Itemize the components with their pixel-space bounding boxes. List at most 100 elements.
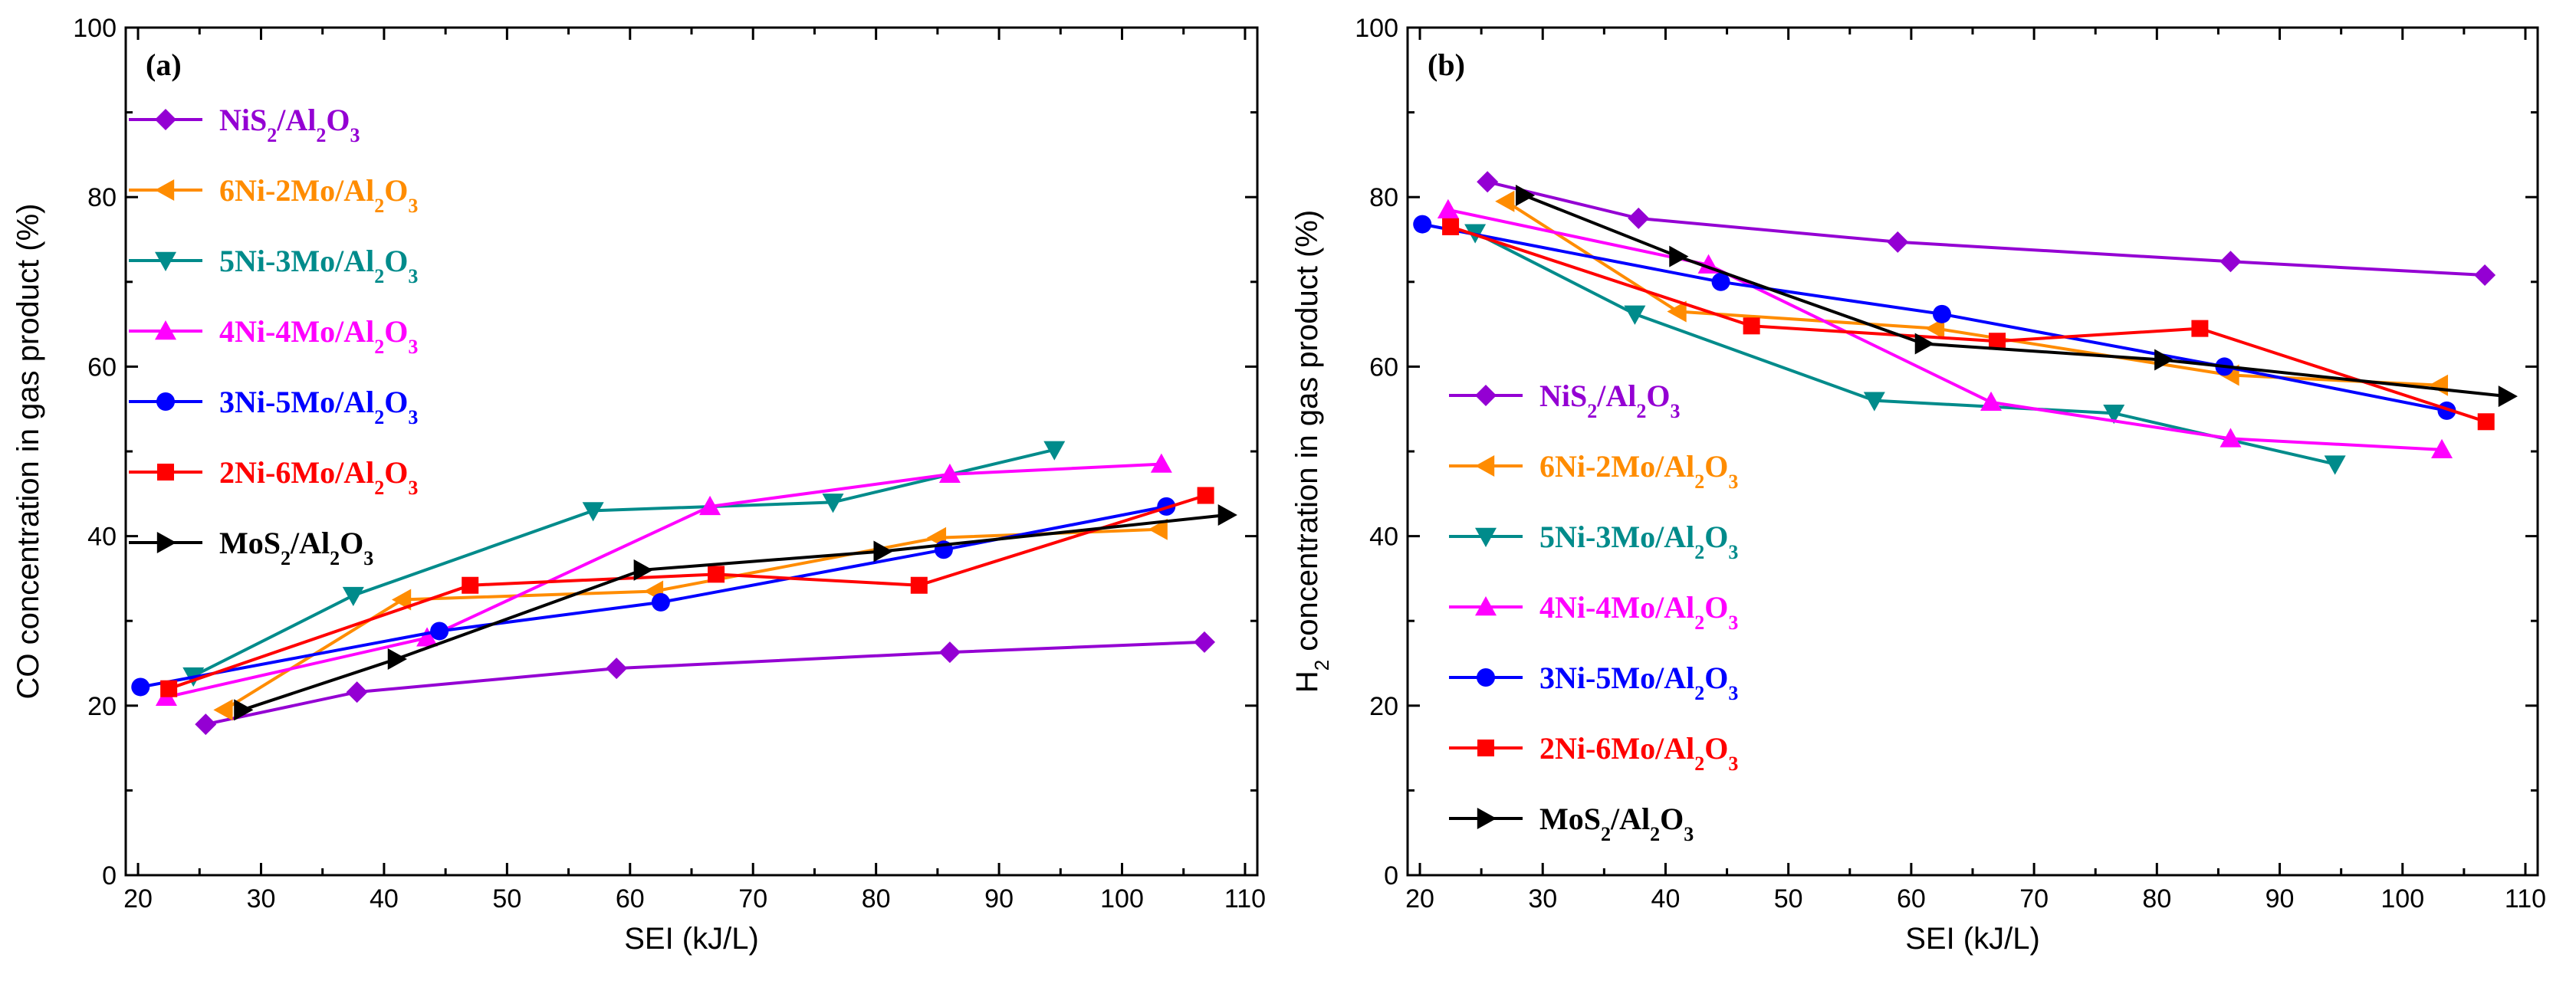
legend: NiS2/Al2O3 6Ni-2Mo/Al2O3 5Ni-3Mo/Al2O3 4Ni-… (129, 103, 418, 569)
y-tick-label: 100 (1355, 14, 1398, 43)
data-point-ni2mo6 (708, 566, 725, 583)
data-point-ni6mo2 (2428, 374, 2449, 396)
data-point-mos2 (2498, 385, 2518, 408)
data-point-ni3mo5 (131, 677, 150, 697)
y-tick-label: 20 (1369, 692, 1398, 721)
data-point-ni2mo6 (1197, 487, 1214, 504)
data-point-nis2 (1887, 231, 1909, 253)
series-ni3mo5 (131, 497, 1176, 697)
legend-label-ni5mo3: 5Ni-3Mo/Al2O3 (219, 244, 418, 287)
x-tick-label: 80 (2142, 884, 2171, 913)
data-point-ni5mo3 (1624, 305, 1646, 325)
y-tick-label: 60 (87, 353, 117, 382)
data-point-ni5mo3 (2324, 455, 2346, 475)
series-line-ni4mo4 (166, 462, 1162, 699)
data-point-mos2 (1516, 184, 1536, 206)
data-point-ni6mo2 (1148, 518, 1168, 540)
data-point-ni5mo3 (822, 494, 844, 513)
data-point-mos2 (234, 699, 254, 721)
data-point-ni5mo3 (1863, 392, 1885, 412)
legend-label-ni6mo2: 6Ni-2Mo/Al2O3 (219, 173, 418, 217)
data-point-nis2 (1628, 207, 1650, 229)
x-tick-label: 30 (247, 884, 276, 913)
data-point-nis2 (1194, 631, 1216, 653)
x-tick-label: 60 (616, 884, 645, 913)
data-point-ni2mo6 (2477, 413, 2495, 431)
y-tick-label: 0 (102, 861, 117, 891)
data-point-nis2 (606, 658, 628, 680)
legend-label-nis2: NiS2/Al2O3 (219, 103, 360, 146)
series-ni2mo6 (1442, 218, 2495, 431)
legend-marker-ni4mo4 (155, 320, 176, 340)
x-axis-title: SEI (kJ/L) (624, 922, 759, 956)
data-point-mos2 (1914, 333, 1934, 355)
x-tick-label: 30 (1528, 884, 1557, 913)
data-point-ni3mo5 (1711, 272, 1730, 291)
x-tick-label: 20 (1405, 884, 1434, 913)
panel-label: (b) (1428, 48, 1465, 82)
x-tick-label: 70 (738, 884, 767, 913)
x-tick-label: 20 (123, 884, 153, 913)
data-point-mos2 (2154, 349, 2174, 371)
y-tick-label: 80 (1369, 183, 1398, 212)
series-mos2 (1516, 184, 2518, 408)
series-ni2mo6 (160, 487, 1214, 697)
data-point-mos2 (1217, 503, 1237, 526)
data-point-ni4mo4 (1150, 453, 1172, 473)
data-point-ni2mo6 (462, 576, 479, 594)
y-tick-label: 40 (87, 523, 117, 552)
data-point-nis2 (938, 641, 961, 664)
series-nis2 (195, 631, 1216, 736)
plot-frame (124, 26, 1259, 877)
data-point-ni4mo4 (938, 463, 961, 484)
legend-marker-ni2mo6 (1477, 740, 1494, 756)
data-point-ni6mo2 (1495, 190, 1515, 212)
x-tick-label: 70 (2019, 884, 2049, 913)
x-tick-label: 110 (2505, 884, 2546, 913)
data-point-ni6mo2 (1924, 317, 1945, 339)
x-tick-label: 80 (862, 884, 891, 913)
data-point-ni3mo5 (1932, 304, 1951, 323)
data-point-ni5mo3 (582, 502, 604, 522)
legend: NiS2/Al2O3 6Ni-2Mo/Al2O3 5Ni-3Mo/Al2O3 4Ni-… (1449, 379, 1738, 845)
y-tick-label: 100 (73, 14, 117, 43)
legend-marker-nis2 (155, 109, 176, 130)
x-axis-title: SEI (kJ/L) (1905, 922, 2040, 956)
legend-marker-ni4mo4 (1475, 596, 1497, 616)
data-point-ni4mo4 (699, 495, 721, 516)
data-point-ni3mo5 (1413, 215, 1432, 234)
data-point-ni4mo4 (1437, 198, 1459, 218)
data-point-ni4mo4 (1980, 391, 2003, 412)
x-tick-label: 60 (1897, 884, 1926, 913)
legend-marker-nis2 (1475, 385, 1497, 406)
data-point-ni2mo6 (160, 680, 178, 697)
y-tick-label: 60 (1369, 353, 1398, 382)
x-tick-label: 100 (2380, 884, 2424, 913)
data-point-ni3mo5 (651, 592, 670, 612)
data-point-ni6mo2 (391, 589, 412, 611)
x-tick-label: 110 (1224, 884, 1266, 913)
legend-marker-ni5mo3 (155, 251, 176, 271)
x-tick-label: 90 (984, 884, 1014, 913)
data-point-ni2mo6 (2191, 320, 2209, 337)
data-point-nis2 (2474, 264, 2496, 286)
series-line-ni6mo2 (1505, 200, 2440, 387)
legend-label-ni4mo4: 4Ni-4Mo/Al2O3 (1539, 590, 1738, 634)
data-point-ni4mo4 (2431, 438, 2453, 458)
legend-label-ni3mo5: 3Ni-5Mo/Al2O3 (219, 385, 418, 428)
legend-marker-ni6mo2 (1475, 455, 1495, 477)
series-ni4mo4 (155, 453, 1172, 706)
legend-label-ni6mo2: 6Ni-2Mo/Al2O3 (1539, 449, 1738, 493)
series-line-nis2 (1487, 180, 2486, 277)
data-point-ni4mo4 (2220, 428, 2242, 448)
data-point-ni5mo3 (342, 586, 364, 607)
legend-label-ni2mo6: 2Ni-6Mo/Al2O3 (219, 455, 418, 499)
data-point-ni4mo4 (416, 627, 439, 647)
data-point-nis2 (2220, 251, 2242, 273)
data-point-ni2mo6 (1989, 333, 2006, 350)
x-tick-label: 100 (1100, 884, 1144, 913)
data-point-mos2 (633, 559, 653, 581)
series-ni4mo4 (1437, 198, 2453, 458)
data-point-mos2 (1669, 245, 1689, 267)
